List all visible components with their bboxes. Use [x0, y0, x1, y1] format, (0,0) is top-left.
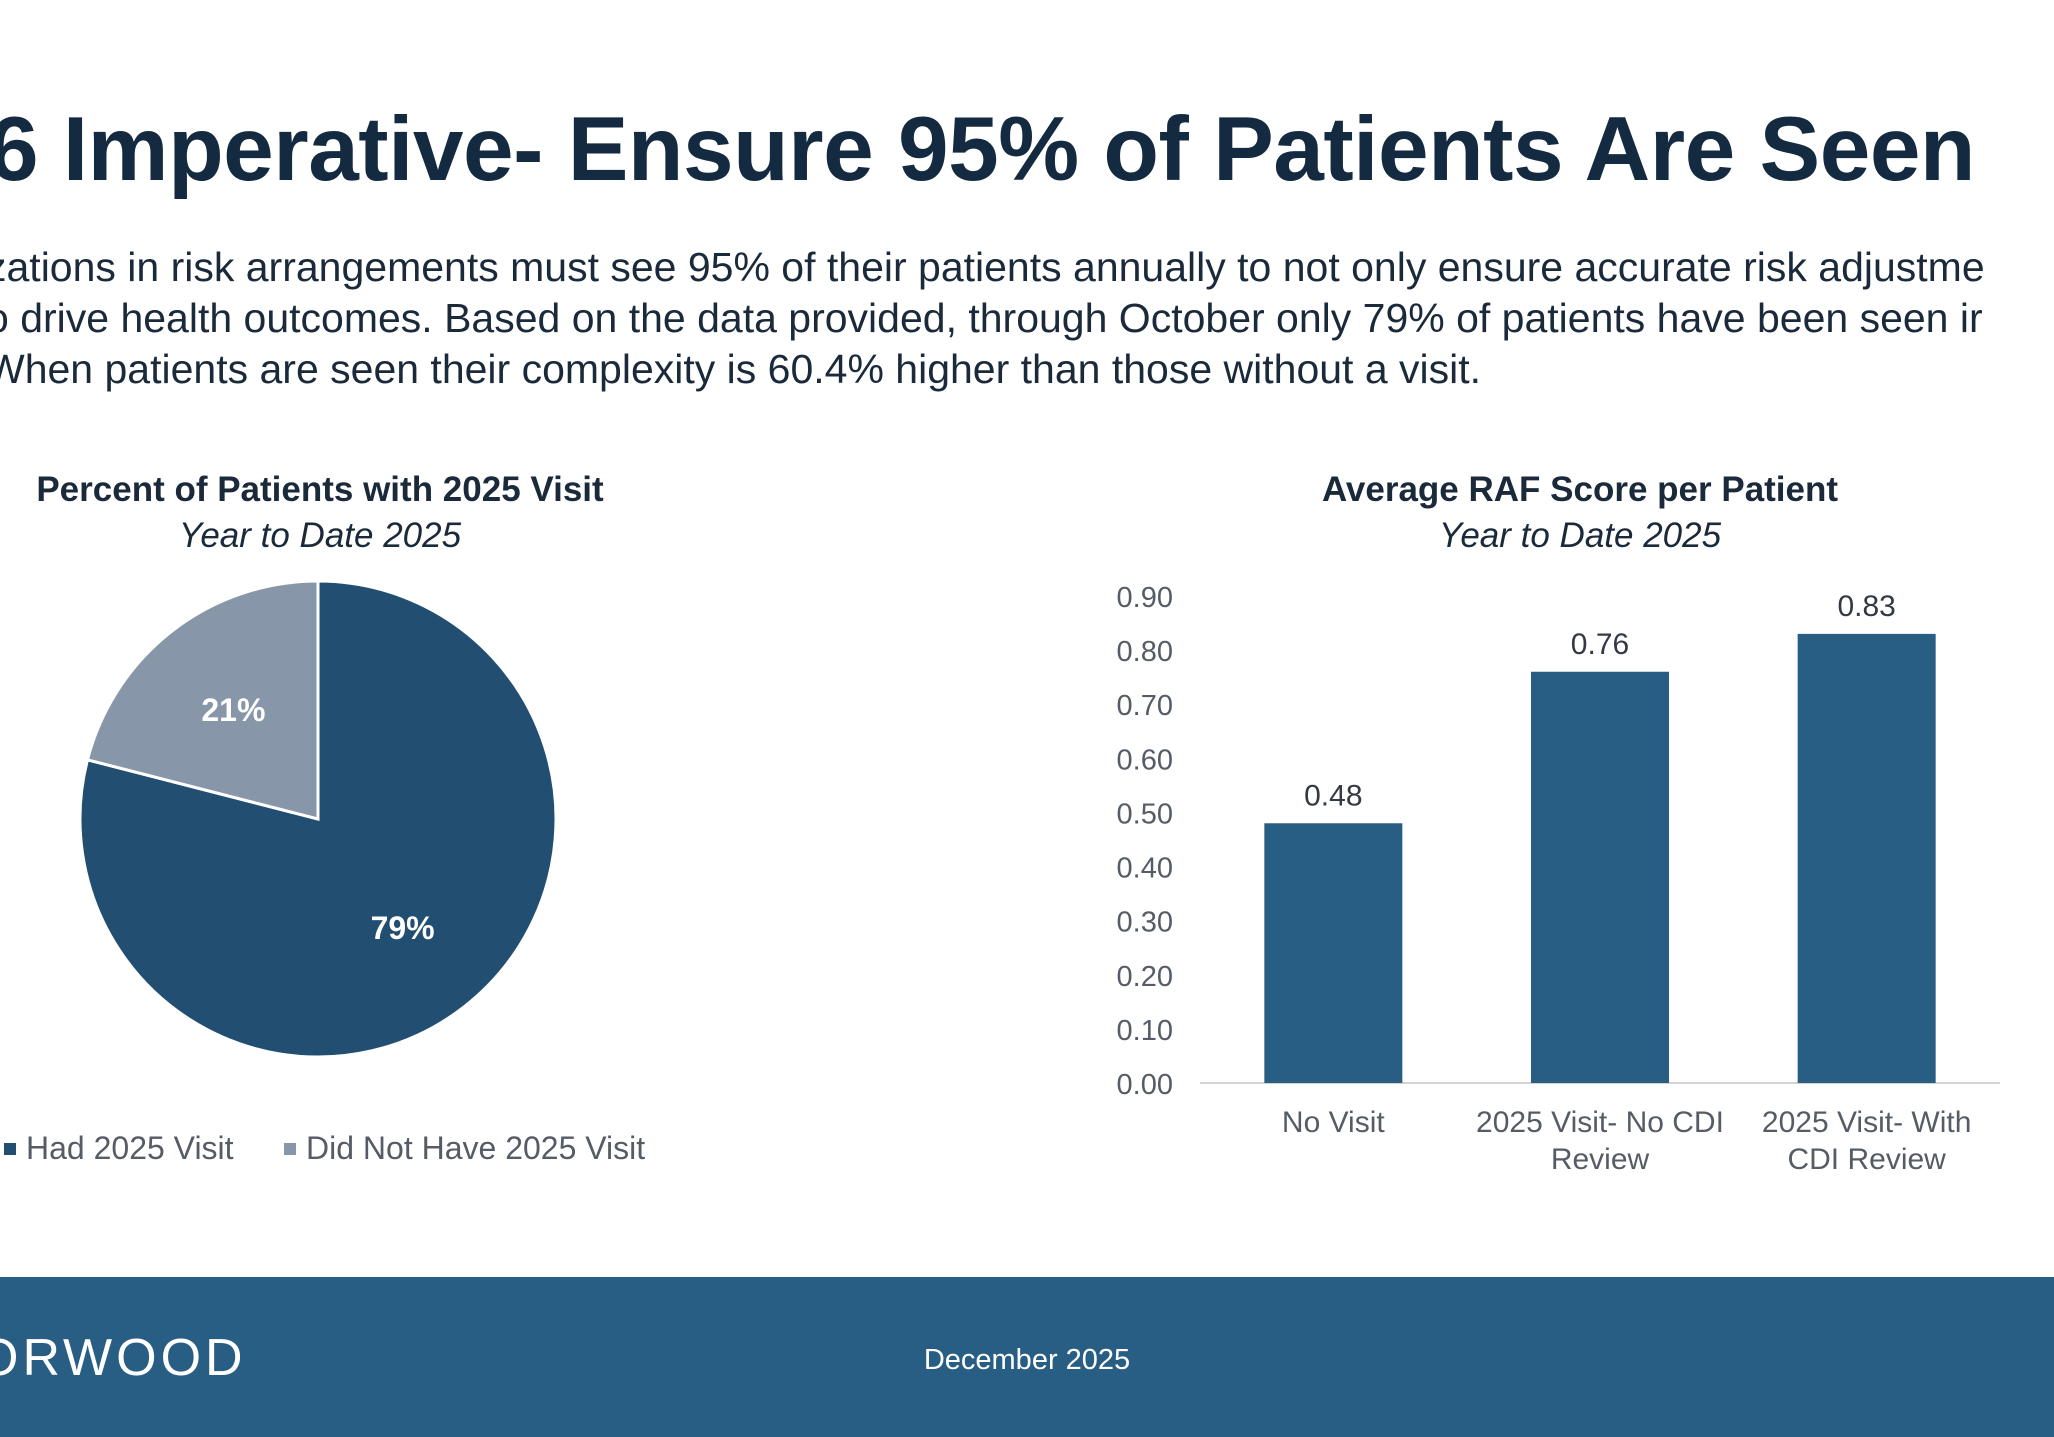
legend-label-no-visit: Did Not Have 2025 Visit [306, 1130, 646, 1166]
legend-label-had-visit: Had 2025 Visit [26, 1130, 234, 1166]
y-tick-label-7: 0.70 [1117, 690, 1173, 722]
bar-0 [1264, 823, 1403, 1083]
company-logo: ORWOOD [0, 1329, 247, 1387]
legend-item-had-visit: Had 2025 Visit [4, 1130, 234, 1167]
legend-swatch-no-visit [284, 1142, 296, 1155]
bar-chart-subtitle: Year to Date 2025 [1438, 516, 1722, 555]
y-tick-label-5: 0.50 [1117, 798, 1173, 830]
x-category-label-2-0: 2025 Visit- With [1762, 1106, 1972, 1139]
pie-chart-title: Percent of Patients with 2025 Visit [36, 470, 604, 509]
body-line-3: When patients are seen their complexity … [0, 346, 1482, 392]
x-category-label-1-1: Review [1551, 1143, 1650, 1176]
footer-bar [0, 1277, 2054, 1437]
bar-data-label-1: 0.76 [1571, 628, 1629, 661]
y-tick-label-6: 0.60 [1117, 744, 1173, 776]
body-line-1: zations in risk arrangements must see 95… [0, 244, 1985, 290]
y-tick-label-3: 0.30 [1117, 907, 1173, 939]
y-tick-label-4: 0.40 [1117, 853, 1173, 885]
body-line-2: o drive health outcomes. Based on the da… [0, 295, 1983, 341]
footer-date: December 2025 [923, 1344, 1131, 1376]
pie-data-label-1: 21% [201, 692, 265, 728]
y-tick-label-9: 0.90 [1117, 582, 1173, 614]
bar-data-label-2: 0.83 [1837, 590, 1895, 623]
bar-data-label-0: 0.48 [1304, 779, 1362, 812]
pie-chart-subtitle: Year to Date 2025 [178, 516, 462, 555]
legend-swatch-had-visit [4, 1142, 16, 1155]
y-tick-label-2: 0.20 [1117, 961, 1173, 993]
x-category-label-0-0: No Visit [1282, 1106, 1385, 1139]
y-tick-label-1: 0.10 [1117, 1015, 1173, 1047]
body-paragraph: zations in risk arrangements must see 95… [0, 242, 1985, 395]
legend-item-no-visit: Did Not Have 2025 Visit [284, 1130, 645, 1167]
bar-2 [1797, 633, 1936, 1083]
y-tick-label-0: 0.00 [1117, 1069, 1173, 1101]
bar-1 [1531, 671, 1669, 1083]
page-title: 6 Imperative- Ensure 95% of Patients Are… [0, 99, 1976, 200]
x-category-label-1-0: 2025 Visit- No CDI [1476, 1106, 1724, 1139]
pie-data-label-0: 79% [371, 910, 435, 946]
pie-slice-1 [85, 579, 320, 821]
y-tick-label-8: 0.80 [1117, 636, 1173, 668]
charts-canvas: 79% 21% 0.00 0.10 0.20 0.30 0.40 0.50 0.60 0.70 0.… [78, 579, 2000, 1176]
x-category-label-2-1: CDI Review [1787, 1143, 1946, 1176]
bar-chart-title: Average RAF Score per Patient [1321, 470, 1839, 509]
